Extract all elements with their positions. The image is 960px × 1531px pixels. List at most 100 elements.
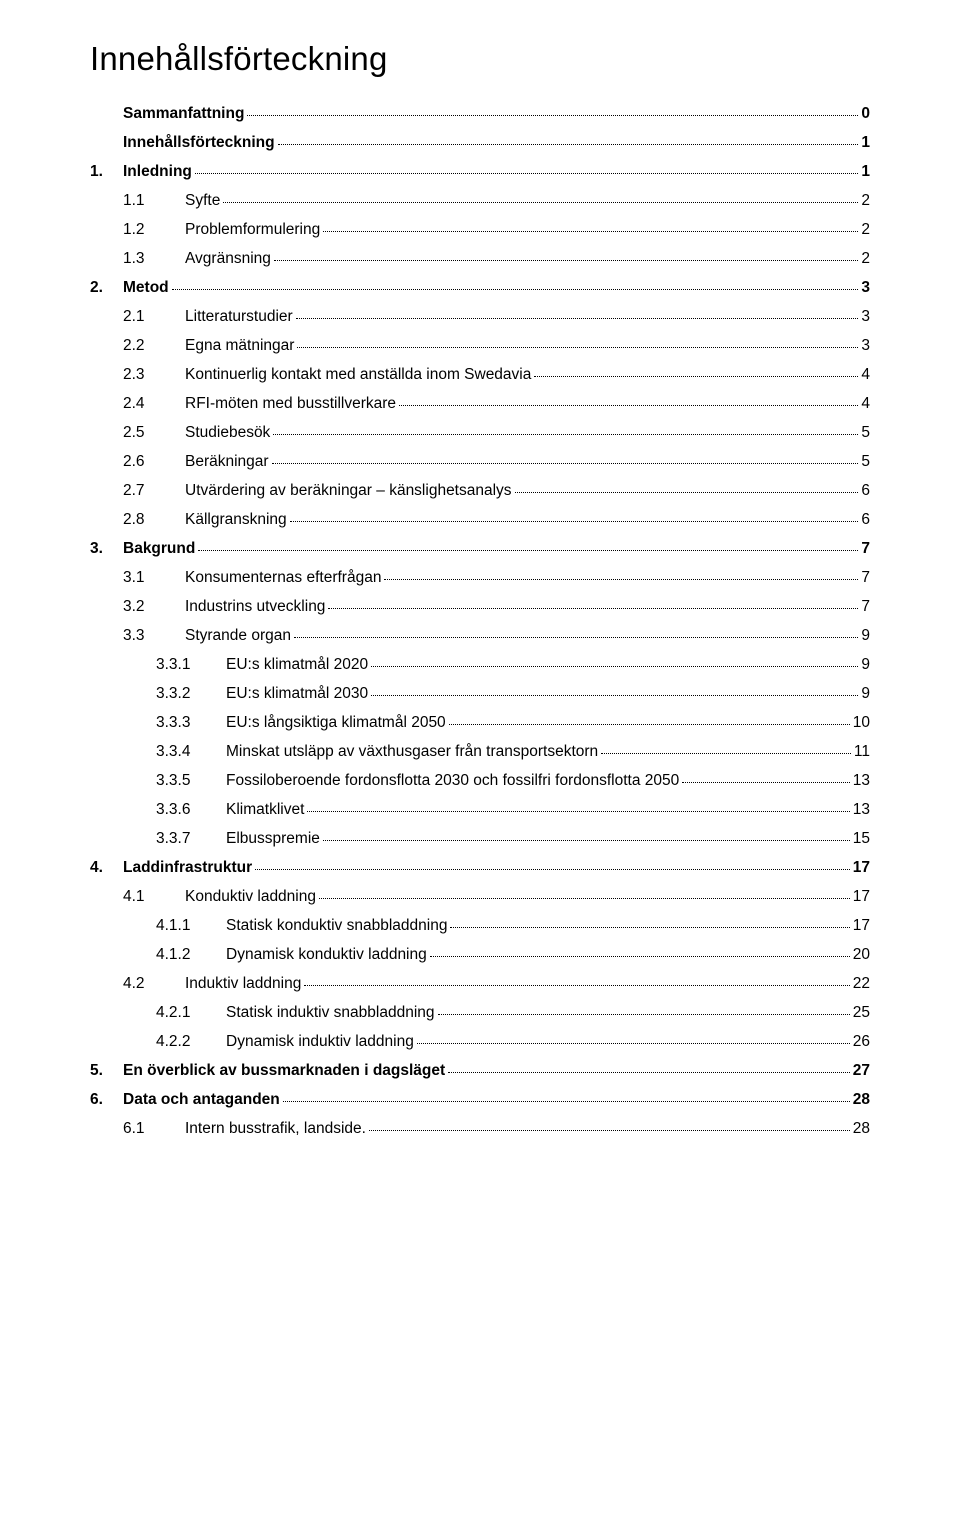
toc-leader-dots bbox=[255, 868, 850, 870]
toc-entry-label: Industrins utveckling bbox=[185, 599, 325, 615]
toc-entry: 4.Laddinfrastruktur 17 bbox=[90, 860, 870, 876]
toc-leader-dots bbox=[399, 404, 858, 406]
toc-leader-dots bbox=[307, 810, 849, 812]
toc-entry-page: 28 bbox=[853, 1121, 870, 1137]
toc-entry-number: 2.4 bbox=[123, 396, 185, 412]
toc-entry-number: 2.8 bbox=[123, 512, 185, 528]
toc-entry-page: 22 bbox=[853, 976, 870, 992]
toc-entry-page: 13 bbox=[853, 802, 870, 818]
toc-leader-dots bbox=[371, 694, 858, 696]
toc-entry: 2.2Egna mätningar 3 bbox=[90, 338, 870, 354]
toc-entry-label: Litteraturstudier bbox=[185, 309, 293, 325]
toc-entry-label: Intern busstrafik, landside. bbox=[185, 1121, 366, 1137]
toc-entry: 2.4RFI-möten med busstillverkare 4 bbox=[90, 396, 870, 412]
toc-entry: 3.3.7Elbusspremie 15 bbox=[90, 831, 870, 847]
toc-entry: 4.1.1Statisk konduktiv snabbladdning 17 bbox=[90, 918, 870, 934]
toc-entry-number: 3.3.4 bbox=[156, 744, 226, 760]
toc-entry-label: Konduktiv laddning bbox=[185, 889, 316, 905]
toc-entry: 3.2Industrins utveckling 7 bbox=[90, 599, 870, 615]
toc-leader-dots bbox=[430, 955, 850, 957]
toc-entry: 2.Metod 3 bbox=[90, 280, 870, 296]
toc-entry: 2.7Utvärdering av beräkningar – känsligh… bbox=[90, 483, 870, 499]
toc-entry-page: 2 bbox=[861, 251, 870, 267]
toc-entry-page: 9 bbox=[861, 686, 870, 702]
toc-entry-label: Inledning bbox=[123, 164, 192, 180]
toc-entry-page: 7 bbox=[861, 599, 870, 615]
toc-entry-page: 27 bbox=[853, 1063, 870, 1079]
toc-leader-dots bbox=[438, 1013, 850, 1015]
toc-entry-label: Elbusspremie bbox=[226, 831, 320, 847]
toc-entry: Sammanfattning 0 bbox=[90, 106, 870, 122]
toc-entry: 3.3.1EU:s klimatmål 2020 9 bbox=[90, 657, 870, 673]
toc-entry-label: Laddinfrastruktur bbox=[123, 860, 252, 876]
toc-entry-label: Fossiloberoende fordonsflotta 2030 och f… bbox=[226, 773, 679, 789]
toc-entry-label: EU:s långsiktiga klimatmål 2050 bbox=[226, 715, 446, 731]
toc-entry-label: Konsumenternas efterfrågan bbox=[185, 570, 381, 586]
toc-entry-page: 17 bbox=[853, 889, 870, 905]
toc-entry-number: 1.1 bbox=[123, 193, 185, 209]
toc-entry: 3.3.5Fossiloberoende fordonsflotta 2030 … bbox=[90, 773, 870, 789]
page-title: Innehållsförteckning bbox=[90, 40, 870, 78]
toc-entry: 3.3.3EU:s långsiktiga klimatmål 2050 10 bbox=[90, 715, 870, 731]
toc-leader-dots bbox=[323, 230, 858, 232]
toc-entry: 1.3Avgränsning 2 bbox=[90, 251, 870, 267]
toc-entry-label: RFI-möten med busstillverkare bbox=[185, 396, 396, 412]
toc-leader-dots bbox=[534, 375, 858, 377]
toc-entry: 6.Data och antaganden 28 bbox=[90, 1092, 870, 1108]
toc-entry-label: Problemformulering bbox=[185, 222, 320, 238]
toc-entry: 4.2.2Dynamisk induktiv laddning 26 bbox=[90, 1034, 870, 1050]
toc-entry-page: 15 bbox=[853, 831, 870, 847]
toc-leader-dots bbox=[371, 665, 858, 667]
toc-entry-label: Data och antaganden bbox=[123, 1092, 280, 1108]
toc-entry-number: 4.1.1 bbox=[156, 918, 226, 934]
toc-leader-dots bbox=[290, 520, 859, 522]
toc-entry-label: Metod bbox=[123, 280, 169, 296]
toc-entry-number: 4.1.2 bbox=[156, 947, 226, 963]
toc-entry: Innehållsförteckning 1 bbox=[90, 135, 870, 151]
toc-entry-page: 3 bbox=[861, 338, 870, 354]
toc-leader-dots bbox=[384, 578, 858, 580]
toc-entry-number: 3.3 bbox=[123, 628, 185, 644]
toc-entry-number: 4.2 bbox=[123, 976, 185, 992]
toc-leader-dots bbox=[601, 752, 851, 754]
toc-entry-page: 7 bbox=[861, 570, 870, 586]
toc-leader-dots bbox=[198, 549, 858, 551]
toc-entry-number: 3.3.3 bbox=[156, 715, 226, 731]
toc-entry-number: 3.3.2 bbox=[156, 686, 226, 702]
toc-entry-number: 4.2.1 bbox=[156, 1005, 226, 1021]
toc-entry-label: Innehållsförteckning bbox=[123, 135, 275, 151]
toc-entry-number: 2.1 bbox=[123, 309, 185, 325]
toc-entry-page: 9 bbox=[861, 628, 870, 644]
toc-entry-page: 6 bbox=[861, 512, 870, 528]
toc-leader-dots bbox=[273, 433, 858, 435]
toc-entry-page: 3 bbox=[861, 280, 870, 296]
toc-entry-label: Klimatklivet bbox=[226, 802, 304, 818]
toc-entry-label: Studiebesök bbox=[185, 425, 270, 441]
toc-leader-dots bbox=[283, 1100, 850, 1102]
toc-entry-label: Källgranskning bbox=[185, 512, 287, 528]
toc-entry-number: 6. bbox=[90, 1092, 123, 1108]
toc-entry-label: EU:s klimatmål 2030 bbox=[226, 686, 368, 702]
toc-entry-number: 4. bbox=[90, 860, 123, 876]
toc-leader-dots bbox=[682, 781, 850, 783]
toc-entry-number: 3.3.7 bbox=[156, 831, 226, 847]
toc-entry: 2.3Kontinuerlig kontakt med anställda in… bbox=[90, 367, 870, 383]
toc-entry: 3.3Styrande organ 9 bbox=[90, 628, 870, 644]
toc-entry-number: 2.5 bbox=[123, 425, 185, 441]
toc-entry: 6.1Intern busstrafik, landside. 28 bbox=[90, 1121, 870, 1137]
toc-entry-label: Syfte bbox=[185, 193, 220, 209]
toc-entry-label: Statisk konduktiv snabbladdning bbox=[226, 918, 447, 934]
toc-entry-number: 4.2.2 bbox=[156, 1034, 226, 1050]
toc-entry-page: 4 bbox=[861, 367, 870, 383]
toc-entry-page: 25 bbox=[853, 1005, 870, 1021]
toc-entry-number: 5. bbox=[90, 1063, 123, 1079]
toc-entry: 2.6Beräkningar 5 bbox=[90, 454, 870, 470]
toc-entry: 4.1.2Dynamisk konduktiv laddning 20 bbox=[90, 947, 870, 963]
toc-entry-page: 5 bbox=[861, 425, 870, 441]
toc-entry-number: 3.3.5 bbox=[156, 773, 226, 789]
toc-entry-page: 2 bbox=[861, 222, 870, 238]
toc-entry-number: 1. bbox=[90, 164, 123, 180]
toc-entry-label: En överblick av bussmarknaden i dagsläge… bbox=[123, 1063, 445, 1079]
toc-entry-page: 1 bbox=[861, 135, 870, 151]
toc-entry-page: 3 bbox=[861, 309, 870, 325]
